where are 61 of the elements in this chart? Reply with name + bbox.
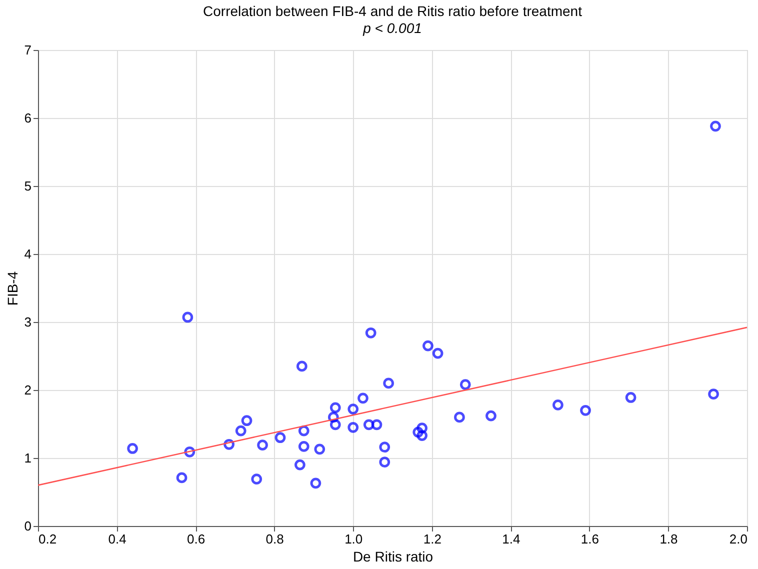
point bbox=[454, 412, 465, 423]
x-tick-label: 1.4 bbox=[502, 532, 520, 546]
point bbox=[182, 312, 194, 323]
y-tick-label: 5 bbox=[24, 178, 32, 194]
chart-title: Correlation between FIB-4 and de Ritis ratio before treatment bbox=[203, 3, 582, 19]
point bbox=[416, 422, 428, 434]
point bbox=[363, 419, 374, 430]
y-tick-label: 1 bbox=[24, 450, 32, 466]
point bbox=[257, 440, 268, 451]
point bbox=[460, 379, 471, 390]
point bbox=[365, 327, 376, 338]
x-axis-title: De Ritis ratio bbox=[352, 548, 434, 564]
chart-subtitle: p < 0.001 bbox=[362, 20, 422, 36]
y-tick-label: 6 bbox=[24, 110, 32, 126]
point bbox=[412, 426, 424, 438]
y-tick-label: 4 bbox=[24, 246, 32, 262]
point bbox=[298, 441, 310, 452]
point bbox=[294, 459, 306, 470]
x-tick-label: 0.6 bbox=[187, 532, 206, 546]
x-tick-label: 1.6 bbox=[580, 532, 599, 546]
point bbox=[348, 422, 359, 433]
point bbox=[330, 419, 341, 430]
point bbox=[251, 474, 262, 485]
point bbox=[274, 432, 286, 444]
x-tick-label: 1.2 bbox=[423, 532, 442, 546]
point bbox=[296, 360, 308, 372]
point bbox=[314, 444, 326, 455]
point bbox=[432, 348, 444, 359]
point bbox=[552, 400, 564, 410]
point bbox=[330, 402, 341, 414]
point bbox=[625, 392, 636, 403]
point bbox=[241, 415, 252, 426]
point bbox=[580, 404, 591, 416]
point bbox=[383, 378, 394, 389]
point bbox=[486, 410, 496, 422]
x-tick-label: 1.0 bbox=[344, 532, 363, 546]
point bbox=[184, 446, 196, 458]
point bbox=[710, 120, 721, 132]
point bbox=[235, 425, 246, 436]
point bbox=[298, 425, 310, 436]
point bbox=[379, 456, 390, 468]
y-axis-title: FIB-4 bbox=[4, 271, 20, 306]
x-tick-label: 0.8 bbox=[266, 532, 284, 546]
point bbox=[422, 340, 434, 352]
x-tick-label: 2.0 bbox=[729, 532, 748, 546]
x-tick-label: 0.4 bbox=[108, 532, 126, 546]
point bbox=[127, 443, 138, 454]
point bbox=[708, 388, 719, 400]
point bbox=[348, 404, 359, 414]
y-tick-label: 7 bbox=[24, 42, 32, 58]
x-tick-label: 0.2 bbox=[38, 532, 57, 546]
y-tick-label: 3 bbox=[24, 314, 32, 330]
y-tick-label: 0 bbox=[24, 518, 32, 534]
point bbox=[371, 419, 382, 430]
x-tick-label: 1.8 bbox=[660, 532, 678, 546]
point bbox=[358, 392, 368, 404]
point bbox=[310, 478, 322, 489]
point bbox=[379, 442, 390, 453]
y-tick-label: 2 bbox=[24, 382, 32, 398]
point bbox=[416, 430, 428, 441]
point bbox=[176, 472, 188, 484]
